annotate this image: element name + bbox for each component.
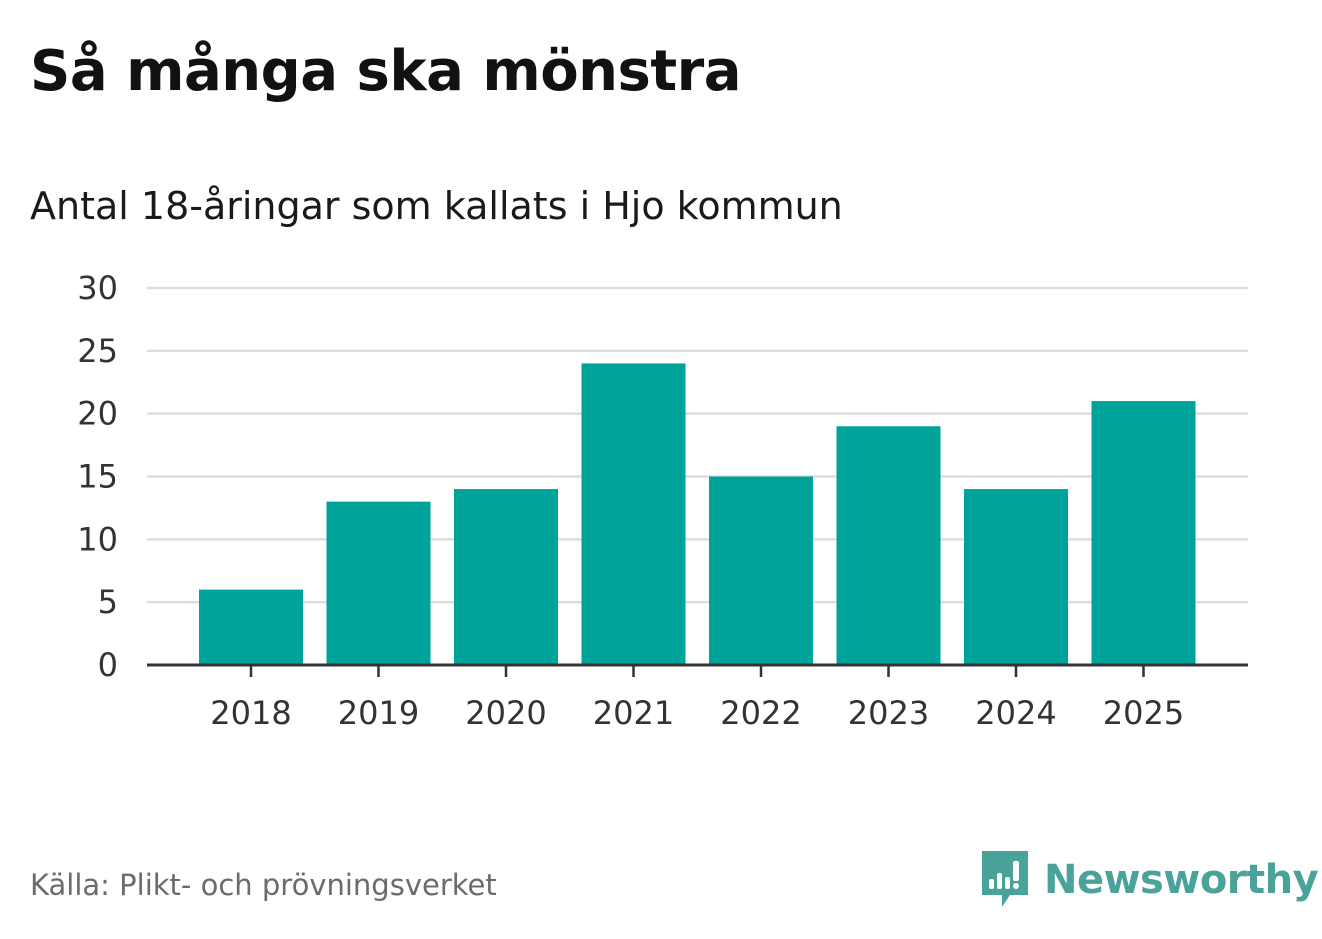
x-tick-label-2023: 2023: [848, 694, 929, 732]
bar-2022: [709, 476, 813, 665]
x-tick-label-2025: 2025: [1103, 694, 1184, 732]
bar-2018: [199, 589, 303, 665]
source-note: Källa: Plikt- och prövningsverket: [30, 868, 497, 902]
axes: [147, 663, 1248, 677]
y-tick-label-30: 30: [77, 269, 118, 307]
y-tick-label-20: 20: [77, 395, 118, 433]
x-tick-label-2024: 2024: [975, 694, 1056, 732]
bar-2024: [964, 489, 1068, 665]
x-tick-label-2020: 2020: [465, 694, 546, 732]
x-tick-label-2022: 2022: [720, 694, 801, 732]
newsworthy-logo: Newsworthy: [980, 848, 1319, 912]
y-tick-label-10: 10: [77, 520, 118, 558]
x-tick-label-2019: 2019: [338, 694, 419, 732]
newsworthy-logo-icon: [982, 851, 1028, 907]
y-tick-label-15: 15: [77, 458, 118, 496]
y-tick-label-25: 25: [77, 332, 118, 370]
bar-2019: [326, 501, 431, 665]
bar-2023: [836, 426, 941, 665]
bar-2025: [1091, 401, 1196, 665]
x-tick-label-2018: 2018: [210, 694, 291, 732]
bars: [199, 363, 1196, 665]
x-tick-label-2021: 2021: [593, 694, 674, 732]
y-tick-label-0: 0: [98, 646, 118, 684]
y-tick-label-5: 5: [98, 583, 118, 621]
chart-subtitle: Antal 18-åringar som kallats i Hjo kommu…: [30, 184, 843, 228]
bar-2021: [581, 363, 686, 665]
chart-title: Så många ska mönstra: [30, 39, 742, 104]
gridlines: [147, 286, 1248, 604]
brand-name: Newsworthy: [1044, 857, 1319, 903]
bar-2020: [454, 489, 558, 665]
